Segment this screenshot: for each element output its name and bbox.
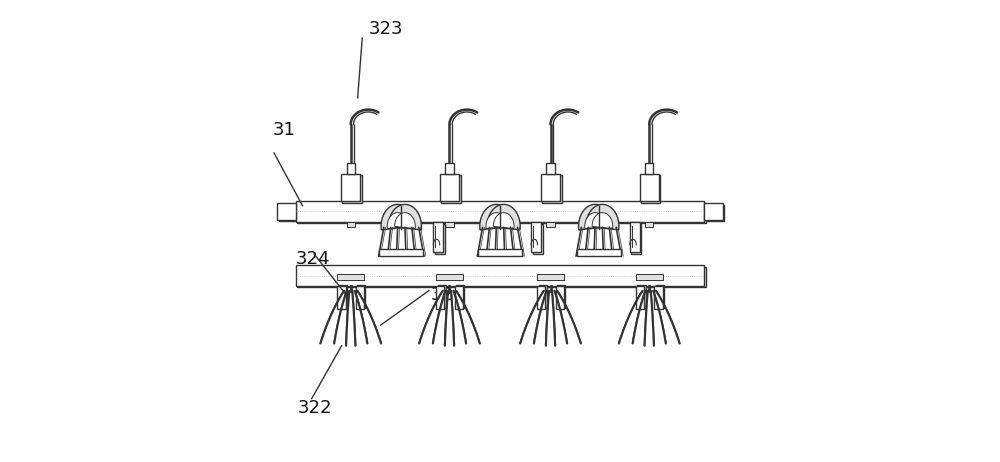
- Polygon shape: [487, 204, 520, 230]
- Bar: [277, 203, 296, 219]
- Bar: [546, 164, 555, 174]
- Bar: [706, 205, 724, 221]
- Bar: [556, 286, 564, 309]
- Bar: [656, 285, 664, 308]
- Bar: [641, 175, 660, 202]
- Bar: [440, 174, 459, 201]
- Bar: [379, 249, 423, 256]
- Polygon shape: [586, 204, 619, 230]
- Polygon shape: [493, 213, 514, 229]
- Bar: [539, 285, 547, 308]
- Bar: [436, 286, 444, 309]
- Bar: [541, 174, 560, 201]
- Bar: [297, 202, 706, 223]
- Bar: [337, 274, 364, 280]
- Bar: [533, 224, 543, 254]
- Bar: [433, 222, 443, 252]
- Bar: [531, 222, 541, 252]
- Polygon shape: [579, 204, 612, 230]
- Bar: [441, 175, 461, 202]
- Bar: [546, 222, 555, 227]
- Bar: [456, 285, 464, 308]
- Text: 324: 324: [296, 249, 330, 267]
- Polygon shape: [585, 213, 605, 229]
- Bar: [341, 174, 360, 201]
- Text: 322: 322: [298, 399, 332, 417]
- Bar: [636, 274, 663, 280]
- Bar: [356, 286, 364, 309]
- Bar: [347, 222, 355, 227]
- Polygon shape: [388, 204, 421, 230]
- Bar: [640, 174, 659, 201]
- Bar: [542, 175, 562, 202]
- Bar: [645, 222, 653, 227]
- Bar: [297, 267, 706, 287]
- Bar: [455, 286, 463, 309]
- Polygon shape: [592, 213, 613, 229]
- Bar: [436, 274, 463, 280]
- Bar: [704, 203, 723, 219]
- Bar: [438, 285, 446, 308]
- Bar: [296, 201, 704, 222]
- Bar: [478, 249, 522, 256]
- Bar: [279, 205, 297, 221]
- Bar: [630, 222, 640, 252]
- Bar: [445, 222, 454, 227]
- Text: 31: 31: [273, 121, 296, 139]
- Polygon shape: [395, 213, 415, 229]
- Bar: [645, 164, 653, 174]
- Bar: [347, 164, 355, 174]
- Bar: [537, 286, 545, 309]
- Bar: [537, 274, 564, 280]
- Bar: [296, 266, 704, 286]
- Polygon shape: [480, 204, 513, 230]
- Bar: [342, 175, 362, 202]
- Bar: [637, 285, 646, 308]
- Bar: [654, 286, 663, 309]
- Bar: [337, 286, 346, 309]
- Bar: [636, 286, 644, 309]
- Bar: [577, 249, 621, 256]
- Bar: [357, 285, 365, 308]
- Text: 321: 321: [431, 286, 465, 304]
- Text: 323: 323: [369, 20, 404, 38]
- Bar: [631, 224, 641, 254]
- Bar: [339, 285, 347, 308]
- Bar: [445, 164, 454, 174]
- Bar: [557, 285, 565, 308]
- Polygon shape: [486, 213, 507, 229]
- Bar: [435, 224, 445, 254]
- Polygon shape: [387, 213, 408, 229]
- Polygon shape: [381, 204, 414, 230]
